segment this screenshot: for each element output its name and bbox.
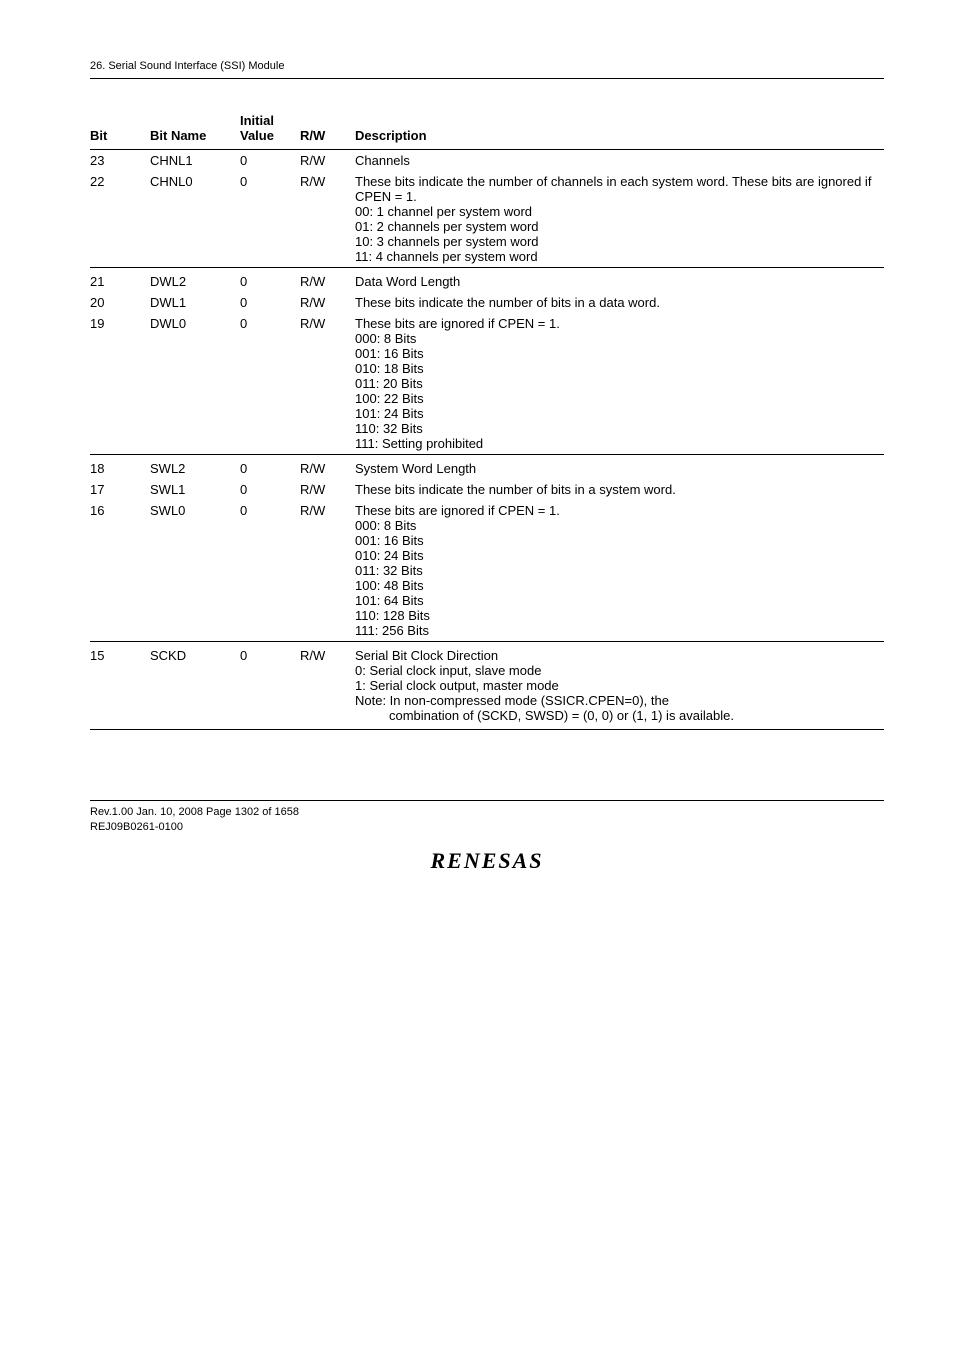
- page-footer: Rev.1.00 Jan. 10, 2008 Page 1302 of 1658…: [90, 800, 884, 877]
- cell-name: DWL2: [150, 268, 240, 293]
- cell-bit: 19: [90, 313, 150, 455]
- col-initial-l1: Initial: [240, 113, 274, 128]
- desc-line: 010: 24 Bits: [355, 548, 876, 563]
- cell-rw: R/W: [300, 268, 355, 293]
- cell-name: CHNL1: [150, 150, 240, 172]
- cell-init: 0: [240, 479, 300, 500]
- cell-bit: 22: [90, 171, 150, 268]
- cell-init: 0: [240, 292, 300, 313]
- desc-line: 010: 18 Bits: [355, 361, 876, 376]
- cell-bit: 20: [90, 292, 150, 313]
- desc-line: 101: 24 Bits: [355, 406, 876, 421]
- table-row: 21 DWL2 0 R/W Data Word Length: [90, 268, 884, 293]
- table-row: 18 SWL2 0 R/W System Word Length: [90, 455, 884, 480]
- desc-line: 100: 22 Bits: [355, 391, 876, 406]
- cell-rw: R/W: [300, 292, 355, 313]
- table-row: 16 SWL0 0 R/W These bits are ignored if …: [90, 500, 884, 642]
- footer-rev: Rev.1.00 Jan. 10, 2008 Page 1302 of 1658: [90, 805, 884, 820]
- cell-rw: R/W: [300, 455, 355, 480]
- table-row: 15 SCKD 0 R/W Serial Bit Clock Direction…: [90, 642, 884, 730]
- desc-line: 000: 8 Bits: [355, 518, 876, 533]
- col-bitname: Bit Name: [150, 107, 240, 150]
- desc-line: These bits indicate the number of channe…: [355, 174, 876, 204]
- col-desc: Description: [355, 107, 884, 150]
- section-header: 26. Serial Sound Interface (SSI) Module: [90, 60, 884, 79]
- desc-line: 110: 32 Bits: [355, 421, 876, 436]
- cell-rw: R/W: [300, 313, 355, 455]
- table-row: 23 CHNL1 0 R/W Channels: [90, 150, 884, 172]
- desc-line: 0: Serial clock input, slave mode: [355, 663, 876, 678]
- desc-line: 011: 20 Bits: [355, 376, 876, 391]
- desc-line: These bits are ignored if CPEN = 1.: [355, 503, 876, 518]
- cell-name: SCKD: [150, 642, 240, 730]
- cell-rw: R/W: [300, 479, 355, 500]
- col-initial-l2: Value: [240, 128, 274, 143]
- cell-rw: R/W: [300, 642, 355, 730]
- cell-desc: Data Word Length: [355, 268, 884, 293]
- cell-bit: 21: [90, 268, 150, 293]
- desc-line: 10: 3 channels per system word: [355, 234, 876, 249]
- footer-doc: REJ09B0261-0100: [90, 820, 884, 835]
- col-rw: R/W: [300, 107, 355, 150]
- cell-desc: Channels: [355, 150, 884, 172]
- desc-line: 11: 4 channels per system word: [355, 249, 876, 264]
- cell-name: DWL0: [150, 313, 240, 455]
- cell-init: 0: [240, 268, 300, 293]
- renesas-logo: RENESAS: [90, 846, 884, 877]
- col-initial: Initial Value: [240, 107, 300, 150]
- cell-name: SWL2: [150, 455, 240, 480]
- desc-line: These bits are ignored if CPEN = 1.: [355, 316, 876, 331]
- cell-desc: System Word Length: [355, 455, 884, 480]
- desc-line: combination of (SCKD, SWSD) = (0, 0) or …: [355, 708, 876, 723]
- cell-rw: R/W: [300, 171, 355, 268]
- col-bit: Bit: [90, 107, 150, 150]
- register-bit-table: Bit Bit Name Initial Value R/W Descripti…: [90, 107, 884, 730]
- cell-name: SWL1: [150, 479, 240, 500]
- cell-desc: Serial Bit Clock Direction 0: Serial clo…: [355, 642, 884, 730]
- cell-bit: 17: [90, 479, 150, 500]
- desc-line: 001: 16 Bits: [355, 346, 876, 361]
- cell-init: 0: [240, 313, 300, 455]
- table-row: 20 DWL1 0 R/W These bits indicate the nu…: [90, 292, 884, 313]
- desc-line: 000: 8 Bits: [355, 331, 876, 346]
- desc-line: 00: 1 channel per system word: [355, 204, 876, 219]
- desc-line: Note: In non-compressed mode (SSICR.CPEN…: [355, 693, 876, 708]
- desc-line: 001: 16 Bits: [355, 533, 876, 548]
- cell-desc: These bits are ignored if CPEN = 1. 000:…: [355, 500, 884, 642]
- table-row: 22 CHNL0 0 R/W These bits indicate the n…: [90, 171, 884, 268]
- cell-init: 0: [240, 171, 300, 268]
- desc-line: 101: 64 Bits: [355, 593, 876, 608]
- cell-bit: 15: [90, 642, 150, 730]
- desc-line: 100: 48 Bits: [355, 578, 876, 593]
- desc-line: 011: 32 Bits: [355, 563, 876, 578]
- cell-desc: These bits are ignored if CPEN = 1. 000:…: [355, 313, 884, 455]
- cell-name: DWL1: [150, 292, 240, 313]
- desc-line: 110: 128 Bits: [355, 608, 876, 623]
- table-header-row: Bit Bit Name Initial Value R/W Descripti…: [90, 107, 884, 150]
- cell-init: 0: [240, 150, 300, 172]
- cell-bit: 23: [90, 150, 150, 172]
- desc-line: Serial Bit Clock Direction: [355, 648, 876, 663]
- table-row: 19 DWL0 0 R/W These bits are ignored if …: [90, 313, 884, 455]
- cell-rw: R/W: [300, 500, 355, 642]
- desc-line: 111: 256 Bits: [355, 623, 876, 638]
- cell-desc: These bits indicate the number of channe…: [355, 171, 884, 268]
- desc-line: 111: Setting prohibited: [355, 436, 876, 451]
- desc-line: 1: Serial clock output, master mode: [355, 678, 876, 693]
- cell-name: CHNL0: [150, 171, 240, 268]
- cell-bit: 18: [90, 455, 150, 480]
- desc-line: 01: 2 channels per system word: [355, 219, 876, 234]
- cell-desc: These bits indicate the number of bits i…: [355, 292, 884, 313]
- table-row: 17 SWL1 0 R/W These bits indicate the nu…: [90, 479, 884, 500]
- renesas-logo-text: RENESAS: [430, 848, 543, 873]
- cell-desc: These bits indicate the number of bits i…: [355, 479, 884, 500]
- cell-name: SWL0: [150, 500, 240, 642]
- cell-init: 0: [240, 455, 300, 480]
- cell-init: 0: [240, 500, 300, 642]
- cell-bit: 16: [90, 500, 150, 642]
- cell-rw: R/W: [300, 150, 355, 172]
- cell-init: 0: [240, 642, 300, 730]
